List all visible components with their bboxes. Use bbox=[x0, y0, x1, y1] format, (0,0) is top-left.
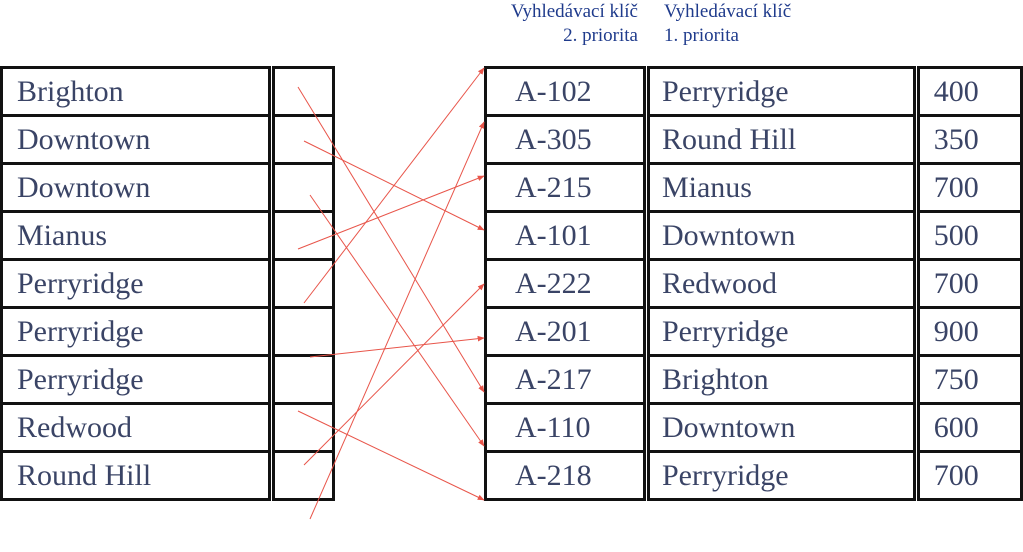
pointer-arrow bbox=[309, 194, 485, 447]
pointer-cell bbox=[272, 354, 335, 405]
account-cell: A-222 bbox=[483, 258, 647, 309]
caption-line: Vyhledávací klíč bbox=[510, 1, 638, 22]
account-cell: A-218 bbox=[483, 450, 647, 501]
pointer-cell bbox=[272, 162, 335, 213]
branch-cell: Mianus bbox=[646, 162, 916, 213]
index-row: Redwood bbox=[0, 402, 335, 453]
secondary-index-table: Brighton Downtown Downtown Mianus Perryridge… bbox=[0, 66, 335, 501]
record-row: A-217 Brighton 750 bbox=[483, 354, 1023, 405]
branch-cell: Brighton bbox=[646, 354, 916, 405]
index-row: Perryridge bbox=[0, 258, 335, 309]
caption-line: Vyhledávací klíč bbox=[664, 1, 792, 22]
pointer-cell bbox=[272, 210, 335, 261]
account-cell: A-102 bbox=[483, 66, 647, 117]
pointer-arrow bbox=[309, 121, 485, 520]
record-row: A-222 Redwood 700 bbox=[483, 258, 1023, 309]
pointer-cell bbox=[272, 66, 335, 117]
branch-cell: Round Hill bbox=[646, 114, 916, 165]
pointer-arrow bbox=[309, 335, 485, 358]
account-cell: A-101 bbox=[483, 210, 647, 261]
branch-cell: Redwood bbox=[646, 258, 916, 309]
branch-cell: Perryridge bbox=[646, 66, 916, 117]
caption-line: 2. priorita bbox=[563, 25, 638, 46]
record-row: A-102 Perryridge 400 bbox=[483, 66, 1023, 117]
index-key-cell: Brighton bbox=[0, 66, 271, 117]
index-key-cell: Perryridge bbox=[0, 258, 271, 309]
index-key-cell: Perryridge bbox=[0, 354, 271, 405]
index-row: Round Hill bbox=[0, 450, 335, 501]
account-cell: A-305 bbox=[483, 114, 647, 165]
index-row: Mianus bbox=[0, 210, 335, 261]
balance-cell: 600 bbox=[916, 402, 1023, 453]
balance-cell: 700 bbox=[916, 258, 1023, 309]
index-row: Brighton bbox=[0, 66, 335, 117]
record-row: A-201 Perryridge 900 bbox=[483, 306, 1023, 357]
record-row: A-305 Round Hill 350 bbox=[483, 114, 1023, 165]
index-row: Perryridge bbox=[0, 306, 335, 357]
balance-cell: 500 bbox=[916, 210, 1023, 261]
balance-cell: 700 bbox=[916, 162, 1023, 213]
index-row: Downtown bbox=[0, 162, 335, 213]
index-key-cell: Mianus bbox=[0, 210, 271, 261]
index-key-cell: Perryridge bbox=[0, 306, 271, 357]
branch-cell: Perryridge bbox=[646, 306, 916, 357]
index-key-cell: Downtown bbox=[0, 114, 271, 165]
account-cell: A-217 bbox=[483, 354, 647, 405]
account-cell: A-201 bbox=[483, 306, 647, 357]
record-row: A-110 Downtown 600 bbox=[483, 402, 1023, 453]
branch-cell: Perryridge bbox=[646, 450, 916, 501]
pointer-cell bbox=[272, 114, 335, 165]
account-cell: A-110 bbox=[483, 402, 647, 453]
secondary-key-caption: Vyhledávací klíč 2. priorita bbox=[476, 0, 638, 48]
records-table: A-102 Perryridge 400 A-305 Round Hill 350 A-21… bbox=[483, 66, 1023, 501]
caption-line: 1. priorita bbox=[664, 25, 739, 46]
index-row: Downtown bbox=[0, 114, 335, 165]
record-row: A-101 Downtown 500 bbox=[483, 210, 1023, 261]
index-row: Perryridge bbox=[0, 354, 335, 405]
balance-cell: 900 bbox=[916, 306, 1023, 357]
pointer-cell bbox=[272, 450, 335, 501]
branch-cell: Downtown bbox=[646, 402, 916, 453]
index-key-cell: Redwood bbox=[0, 402, 271, 453]
record-row: A-218 Perryridge 700 bbox=[483, 450, 1023, 501]
branch-cell: Downtown bbox=[646, 210, 916, 261]
pointer-cell bbox=[272, 402, 335, 453]
record-row: A-215 Mianus 700 bbox=[483, 162, 1023, 213]
balance-cell: 750 bbox=[916, 354, 1023, 405]
balance-cell: 350 bbox=[916, 114, 1023, 165]
primary-key-caption: Vyhledávací klíč 1. priorita bbox=[664, 0, 864, 48]
pointer-cell bbox=[272, 306, 335, 357]
index-key-cell: Downtown bbox=[0, 162, 271, 213]
account-cell: A-215 bbox=[483, 162, 647, 213]
index-key-cell: Round Hill bbox=[0, 450, 271, 501]
balance-cell: 400 bbox=[916, 66, 1023, 117]
pointer-cell bbox=[272, 258, 335, 309]
balance-cell: 700 bbox=[916, 450, 1023, 501]
